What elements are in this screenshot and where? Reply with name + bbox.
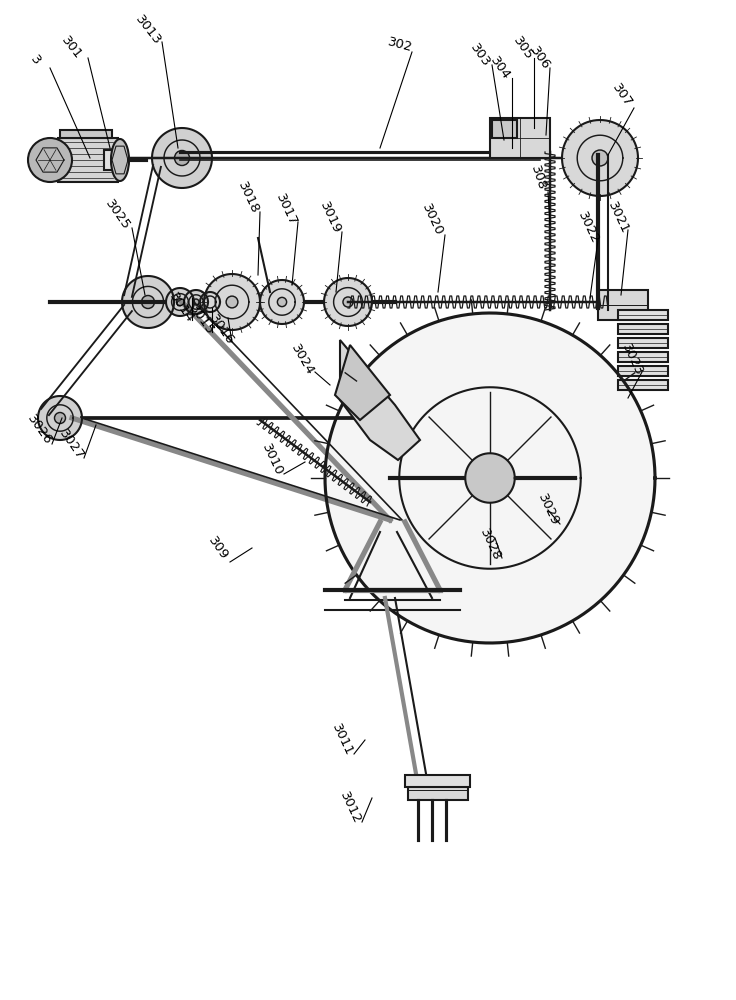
- Text: 3: 3: [27, 53, 43, 67]
- Polygon shape: [38, 396, 82, 440]
- Bar: [104, 150, 118, 170]
- Text: 3028: 3028: [477, 527, 503, 563]
- Text: 3013: 3013: [132, 13, 163, 47]
- Polygon shape: [166, 288, 194, 316]
- Polygon shape: [58, 138, 118, 182]
- Polygon shape: [335, 345, 390, 420]
- Polygon shape: [204, 274, 260, 330]
- Polygon shape: [324, 278, 372, 326]
- Text: 3015: 3015: [187, 302, 217, 338]
- Circle shape: [141, 296, 155, 308]
- Text: 3016: 3016: [207, 312, 237, 348]
- Circle shape: [193, 299, 199, 305]
- Text: 3017: 3017: [273, 192, 299, 228]
- Text: 3027: 3027: [57, 427, 87, 463]
- Text: 3023: 3023: [619, 342, 645, 378]
- Text: 306: 306: [528, 44, 553, 72]
- Text: 3024: 3024: [288, 342, 316, 378]
- Circle shape: [277, 297, 286, 307]
- Text: 3025: 3025: [103, 197, 133, 233]
- Text: 303: 303: [467, 41, 492, 69]
- Circle shape: [343, 297, 353, 307]
- Text: 301: 301: [59, 34, 85, 62]
- Text: 3010: 3010: [259, 442, 285, 478]
- Polygon shape: [184, 290, 208, 314]
- Text: 3022: 3022: [575, 210, 601, 246]
- Bar: [618, 380, 668, 390]
- Bar: [492, 120, 517, 138]
- Text: 307: 307: [609, 81, 634, 109]
- Text: 308: 308: [528, 164, 548, 192]
- Text: 3021: 3021: [605, 200, 631, 236]
- Polygon shape: [465, 453, 514, 503]
- Text: 3029: 3029: [535, 492, 561, 528]
- Polygon shape: [152, 128, 212, 188]
- Text: 3019: 3019: [317, 200, 343, 236]
- Bar: [490, 118, 550, 158]
- Circle shape: [208, 300, 213, 304]
- Circle shape: [54, 412, 66, 424]
- Bar: [618, 352, 668, 362]
- Polygon shape: [200, 292, 220, 312]
- Text: 3014: 3014: [167, 290, 197, 326]
- Bar: [618, 310, 668, 320]
- Bar: [598, 290, 648, 320]
- Text: 304: 304: [487, 54, 512, 82]
- Text: 309: 309: [205, 534, 230, 562]
- Bar: [618, 324, 668, 334]
- Bar: [60, 130, 112, 138]
- Polygon shape: [562, 120, 638, 196]
- Circle shape: [592, 150, 608, 166]
- Text: 3020: 3020: [419, 202, 445, 238]
- Polygon shape: [122, 276, 174, 328]
- Bar: [618, 366, 668, 376]
- Bar: [618, 338, 668, 348]
- Bar: [405, 775, 470, 787]
- Text: 3026: 3026: [25, 412, 55, 448]
- Polygon shape: [260, 280, 304, 324]
- Circle shape: [174, 150, 189, 165]
- Text: 3012: 3012: [337, 790, 363, 826]
- Circle shape: [177, 298, 183, 306]
- Text: 3018: 3018: [235, 180, 261, 216]
- Circle shape: [226, 296, 238, 308]
- Text: 302: 302: [386, 35, 414, 55]
- Circle shape: [28, 138, 72, 182]
- Polygon shape: [340, 340, 420, 460]
- Text: 305: 305: [510, 34, 536, 62]
- Polygon shape: [325, 313, 655, 643]
- Ellipse shape: [111, 139, 129, 181]
- Text: 3011: 3011: [329, 722, 355, 758]
- Bar: [408, 780, 468, 800]
